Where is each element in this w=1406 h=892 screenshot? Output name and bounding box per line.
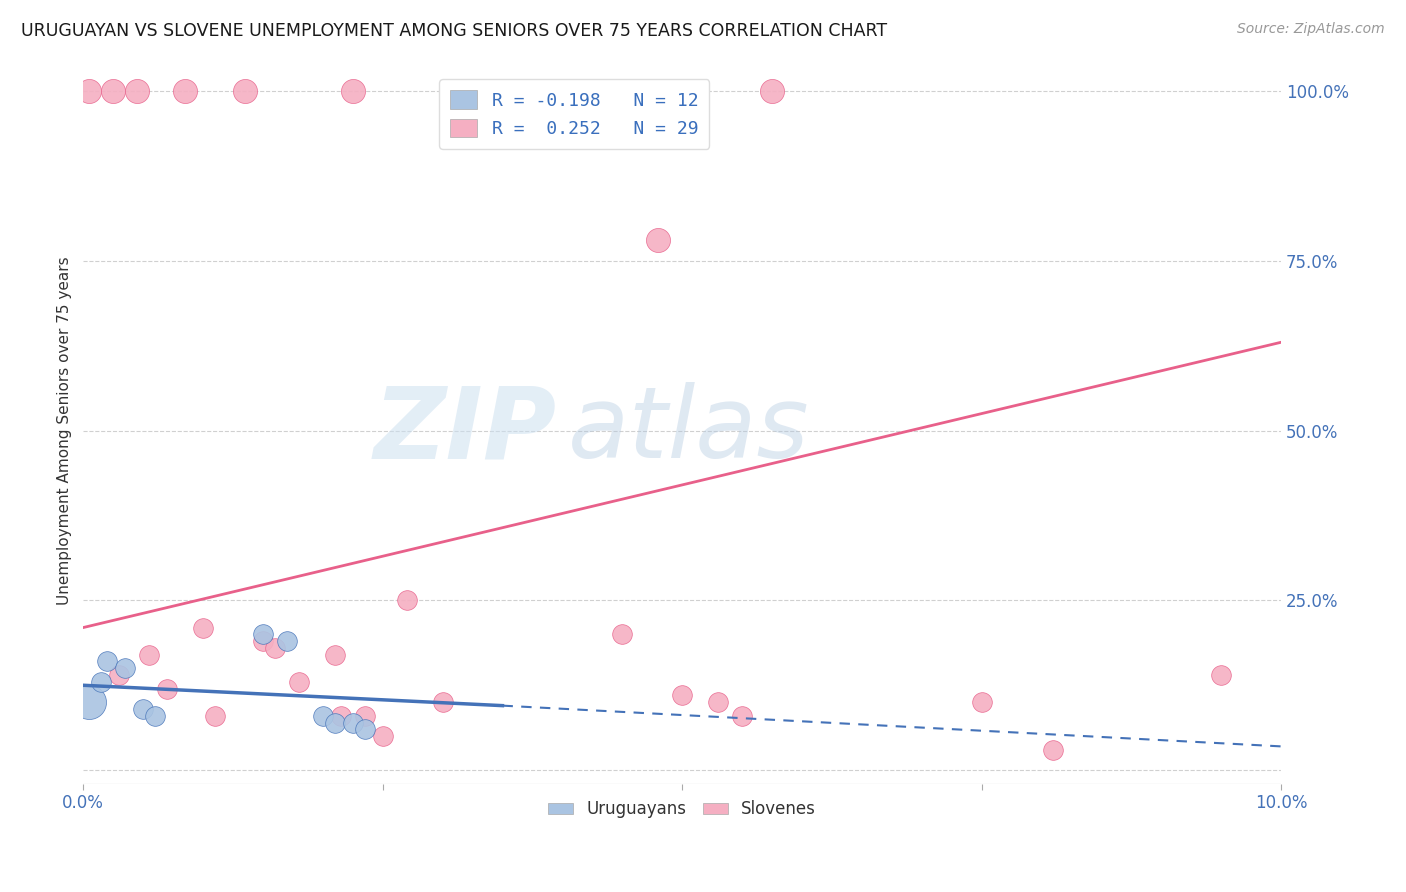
Point bbox=[156, 681, 179, 696]
Point bbox=[353, 708, 375, 723]
Point bbox=[342, 715, 364, 730]
Point bbox=[90, 674, 112, 689]
Point bbox=[312, 708, 335, 723]
Point bbox=[191, 621, 214, 635]
Point bbox=[132, 702, 155, 716]
Point bbox=[671, 689, 693, 703]
Point bbox=[1209, 668, 1232, 682]
Point bbox=[323, 648, 346, 662]
Point bbox=[970, 695, 993, 709]
Point bbox=[252, 634, 274, 648]
Point bbox=[731, 708, 754, 723]
Point bbox=[264, 640, 287, 655]
Point bbox=[174, 84, 197, 98]
Point bbox=[138, 648, 160, 662]
Point bbox=[353, 723, 375, 737]
Point bbox=[276, 634, 298, 648]
Point bbox=[342, 84, 364, 98]
Text: atlas: atlas bbox=[568, 382, 810, 479]
Point bbox=[1042, 743, 1064, 757]
Point bbox=[108, 668, 131, 682]
Point bbox=[432, 695, 454, 709]
Point bbox=[329, 708, 352, 723]
Point bbox=[77, 84, 100, 98]
Point bbox=[761, 84, 783, 98]
Point bbox=[288, 674, 311, 689]
Point bbox=[96, 655, 118, 669]
Point bbox=[707, 695, 730, 709]
Point bbox=[647, 234, 669, 248]
Point bbox=[127, 84, 149, 98]
Point bbox=[114, 661, 136, 675]
Point bbox=[77, 695, 100, 709]
Point bbox=[233, 84, 256, 98]
Y-axis label: Unemployment Among Seniors over 75 years: Unemployment Among Seniors over 75 years bbox=[58, 256, 72, 605]
Point bbox=[323, 715, 346, 730]
Legend: Uruguayans, Slovenes: Uruguayans, Slovenes bbox=[541, 794, 823, 825]
Point bbox=[612, 627, 634, 641]
Point bbox=[204, 708, 226, 723]
Point bbox=[252, 627, 274, 641]
Point bbox=[143, 708, 166, 723]
Point bbox=[371, 729, 394, 743]
Point bbox=[103, 84, 125, 98]
Text: ZIP: ZIP bbox=[374, 382, 557, 479]
Text: URUGUAYAN VS SLOVENE UNEMPLOYMENT AMONG SENIORS OVER 75 YEARS CORRELATION CHART: URUGUAYAN VS SLOVENE UNEMPLOYMENT AMONG … bbox=[21, 22, 887, 40]
Text: Source: ZipAtlas.com: Source: ZipAtlas.com bbox=[1237, 22, 1385, 37]
Point bbox=[395, 593, 418, 607]
